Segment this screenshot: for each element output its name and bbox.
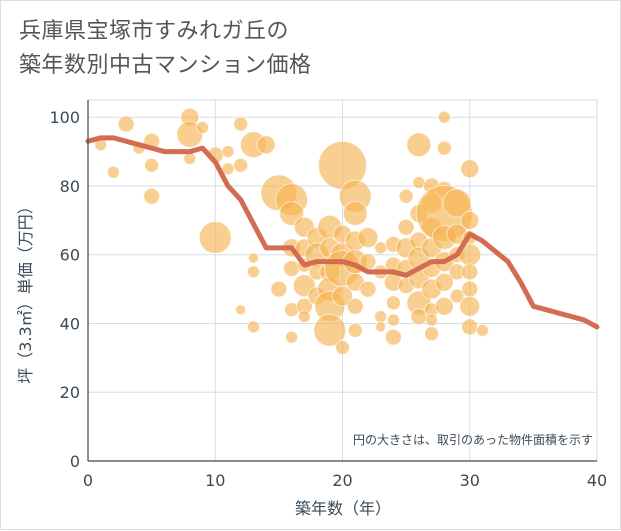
- bubble-point: [434, 272, 454, 292]
- chart-title-line-1: 兵庫県宝塚市すみれガ丘の: [19, 19, 290, 44]
- bubble-point: [346, 297, 364, 315]
- bubble-point: [412, 176, 426, 190]
- bubble-point: [196, 121, 210, 135]
- bubble-point: [183, 151, 197, 165]
- bubble-point: [221, 162, 235, 176]
- bubble-point: [406, 132, 432, 158]
- bubble-point: [442, 188, 472, 218]
- x-tick-label: 30: [460, 471, 480, 490]
- x-tick-label: 0: [83, 471, 93, 490]
- bubble-point: [233, 157, 249, 173]
- x-tick-label: 40: [587, 471, 607, 490]
- y-tick-label: 100: [49, 108, 80, 127]
- bubble-point: [359, 280, 377, 298]
- bubble-point: [246, 320, 260, 334]
- average-line-series: [85, 135, 600, 330]
- x-tick-label: 20: [332, 471, 352, 490]
- bubble-point: [256, 135, 276, 155]
- y-tick-label: 80: [60, 177, 80, 196]
- bubble-point: [475, 323, 489, 337]
- bubble-point: [374, 310, 388, 324]
- bubble-point: [461, 318, 479, 336]
- bubble-point: [425, 313, 439, 327]
- bubble-point: [313, 313, 347, 347]
- average-price-line: [85, 135, 600, 330]
- x-axis-title: 築年数（年）: [295, 499, 391, 518]
- bubble-point: [117, 115, 135, 133]
- bubble-point: [375, 321, 387, 333]
- chart-title-line-2: 築年数別中古マンション価格: [19, 53, 312, 78]
- bubble-point: [198, 221, 232, 255]
- bubble-point: [285, 330, 299, 344]
- bubble-point: [385, 295, 401, 311]
- bubble-point: [436, 140, 452, 156]
- bubble-point: [221, 145, 235, 159]
- bubble-point: [434, 296, 454, 316]
- bubble-point: [144, 157, 160, 173]
- bubble-point: [335, 340, 350, 356]
- y-tick-label: 0: [70, 452, 80, 471]
- bubble-point: [106, 165, 120, 179]
- bubble-point: [246, 265, 260, 279]
- bubble-point: [460, 159, 480, 179]
- y-axis-title: 坪（3.3㎡）単価（万円）: [16, 198, 35, 383]
- bubble-point: [347, 322, 363, 338]
- y-tick-label: 60: [60, 246, 80, 265]
- bubble-point: [460, 210, 480, 230]
- bubble-point: [449, 288, 465, 304]
- bubble-point: [374, 241, 388, 255]
- bubble-series: [94, 107, 489, 356]
- bubble-point: [233, 116, 249, 132]
- bubble-point: [357, 227, 379, 249]
- bubble-point: [459, 295, 481, 317]
- bubble-point: [235, 304, 247, 316]
- bubble-point: [461, 280, 479, 298]
- bubble-point: [384, 328, 402, 346]
- chart-title: 兵庫県宝塚市すみれガ丘の 築年数別中古マンション価格: [19, 15, 439, 83]
- y-tick-label: 20: [60, 383, 80, 402]
- bubble-point: [397, 218, 415, 236]
- bubble-size-note: 円の大きさは、取引のあった物件面積を示す: [353, 432, 593, 447]
- bubble-point: [247, 252, 259, 264]
- bubble-point: [332, 285, 353, 307]
- bubble-point: [461, 263, 479, 281]
- bubble-point: [342, 200, 368, 226]
- x-tick-label: 10: [205, 471, 225, 490]
- axes: 0 10 20 30 40 0 20 40 60 80 100: [49, 100, 607, 490]
- bubble-point: [437, 110, 451, 124]
- bubble-point: [143, 187, 161, 205]
- bubble-point: [270, 280, 288, 298]
- bubble-point: [424, 326, 440, 342]
- bubble-point: [386, 313, 400, 327]
- bubble-point: [398, 188, 414, 204]
- y-tick-label: 40: [60, 314, 80, 333]
- bubble-point: [297, 310, 311, 324]
